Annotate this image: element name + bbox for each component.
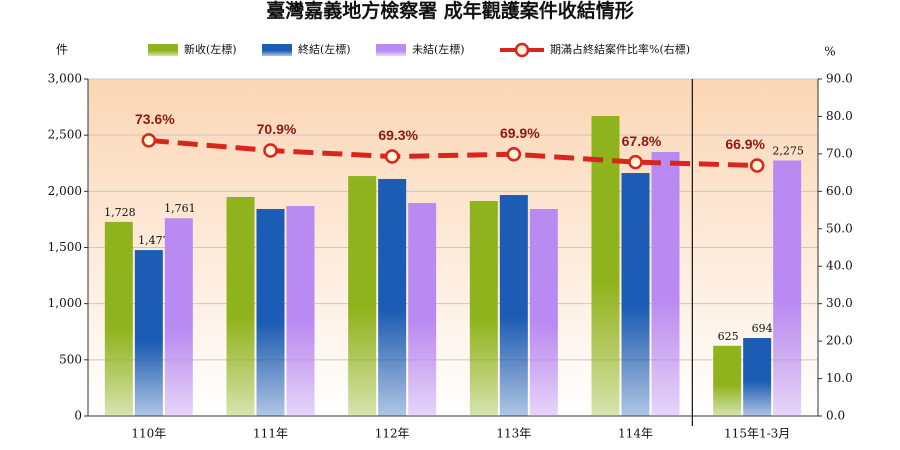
line-marker [628, 154, 643, 170]
x-tick-label: 114年 [618, 427, 653, 441]
value-label: 69.9% [500, 125, 540, 141]
bar [651, 152, 680, 416]
y2-tick-label: 10.0 [826, 371, 853, 385]
bar [499, 195, 528, 416]
chart-title: 臺灣嘉義地方檢察署 成年觀護案件收結情形 [266, 0, 634, 22]
y2-tick-label: 80.0 [826, 109, 853, 123]
bar [164, 218, 193, 416]
x-tick-label: 111年 [253, 427, 288, 441]
value-label: 2,275 [772, 144, 804, 157]
legend-swatch [514, 42, 530, 58]
line-marker [506, 147, 522, 162]
x-tick-label: 110年 [131, 427, 166, 441]
x-tick-label: 115年1-3月 [724, 427, 790, 441]
bar [286, 205, 315, 416]
value-label: 625 [718, 330, 739, 343]
bar [226, 196, 255, 416]
bar [529, 208, 558, 416]
value-label: 694 [752, 322, 773, 335]
y-axis-label: 件 [56, 43, 68, 57]
legend-swatch [376, 44, 406, 56]
bar [469, 200, 498, 416]
y2-tick-label: 50.0 [826, 221, 853, 235]
bar [621, 173, 650, 416]
bar [348, 176, 377, 416]
line-marker [384, 149, 400, 164]
legend-swatch [148, 44, 178, 56]
x-tick-label: 112年 [375, 427, 410, 441]
bar [408, 203, 437, 416]
value-label: 1,477 [138, 234, 170, 247]
bar [591, 115, 620, 416]
x-tick-label: 113年 [496, 427, 531, 441]
line [148, 137, 758, 168]
y2-tick-label: 0.0 [826, 409, 845, 423]
legend-label: 期滿占終結案件比率%(右標) [550, 42, 690, 56]
bar [773, 160, 802, 416]
value-label: 70.9% [257, 121, 297, 137]
y2-tick-label: 90.0 [826, 72, 853, 86]
y-tick-label: 500 [59, 352, 82, 366]
bar [104, 221, 133, 416]
value-label: 1,761 [164, 202, 196, 215]
legend-swatch [262, 44, 292, 56]
y2-tick-label: 40.0 [826, 259, 853, 273]
value-label: 73.6% [135, 111, 175, 127]
y2-axis-label: % [824, 45, 835, 59]
value-label: 1,728 [104, 206, 136, 219]
y2-tick-label: 20.0 [826, 334, 853, 348]
bar [743, 338, 772, 416]
bar [134, 250, 163, 416]
line-marker [749, 158, 765, 173]
y-tick-label: 1,500 [48, 240, 82, 254]
y2-tick-label: 60.0 [826, 184, 853, 198]
legend-label: 未結(左標) [412, 42, 465, 56]
y-tick-label: 3,000 [48, 72, 82, 86]
y-tick-label: 2,000 [48, 184, 82, 198]
legend-label: 新收(左標) [184, 42, 237, 56]
y-tick-label: 1,000 [48, 296, 82, 310]
legend-label: 終結(左標) [298, 42, 351, 56]
line-marker [141, 133, 157, 148]
value-label: 66.9% [725, 136, 765, 152]
line-marker [263, 143, 278, 158]
y-tick-label: 0 [74, 409, 82, 423]
value-label: 69.3% [378, 127, 418, 143]
bar [256, 208, 285, 416]
bar [713, 345, 742, 416]
y-tick-label: 2,500 [48, 128, 82, 142]
y2-tick-label: 70.0 [826, 146, 853, 160]
bar [378, 178, 407, 416]
y2-tick-label: 30.0 [826, 296, 853, 310]
value-label: 67.8% [622, 133, 662, 149]
